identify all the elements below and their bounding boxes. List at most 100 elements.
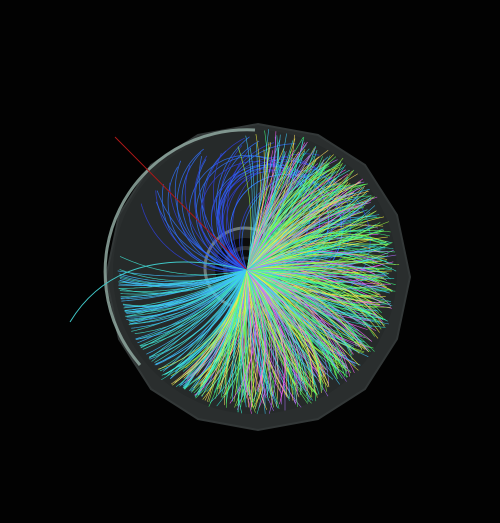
track xyxy=(246,173,334,271)
track xyxy=(124,269,248,313)
track xyxy=(246,202,364,271)
track xyxy=(155,190,248,271)
track xyxy=(246,269,382,326)
track xyxy=(131,269,248,332)
track xyxy=(246,269,351,377)
track xyxy=(169,269,248,380)
track xyxy=(246,269,385,289)
track xyxy=(246,191,348,271)
track xyxy=(246,269,273,397)
track xyxy=(246,269,272,392)
track xyxy=(246,163,318,271)
track xyxy=(246,196,372,271)
track xyxy=(246,269,375,352)
track xyxy=(128,269,248,322)
track xyxy=(162,269,248,372)
track xyxy=(246,269,324,384)
track xyxy=(246,143,258,271)
track xyxy=(169,182,248,271)
track xyxy=(246,196,375,271)
track xyxy=(246,269,343,379)
track xyxy=(246,269,336,365)
track xyxy=(246,187,341,271)
track xyxy=(246,202,371,271)
track xyxy=(246,262,400,271)
track xyxy=(213,152,248,271)
track xyxy=(246,269,396,292)
track xyxy=(246,269,266,415)
track xyxy=(246,269,255,408)
track xyxy=(246,268,377,290)
track xyxy=(119,256,248,276)
track xyxy=(149,269,248,359)
track xyxy=(246,195,373,271)
track xyxy=(131,269,248,329)
track xyxy=(246,269,381,297)
track xyxy=(246,269,274,408)
track xyxy=(246,210,358,271)
track xyxy=(198,156,248,271)
track xyxy=(246,150,273,271)
track xyxy=(119,269,248,287)
track xyxy=(246,269,356,364)
track xyxy=(246,269,285,401)
track xyxy=(235,269,248,393)
track xyxy=(136,269,248,340)
track xyxy=(246,269,306,384)
track xyxy=(122,269,248,307)
track xyxy=(148,269,248,359)
track xyxy=(129,269,248,325)
track xyxy=(246,269,311,401)
track xyxy=(206,269,249,392)
track xyxy=(246,236,388,271)
track xyxy=(218,269,248,395)
track xyxy=(246,139,304,271)
track xyxy=(246,269,272,393)
track xyxy=(246,269,313,387)
track xyxy=(246,139,281,271)
track xyxy=(125,269,248,313)
track xyxy=(246,269,329,388)
track xyxy=(125,269,248,313)
track xyxy=(201,150,248,271)
track xyxy=(226,147,252,271)
track xyxy=(245,135,253,271)
track xyxy=(225,161,352,271)
track xyxy=(155,201,248,271)
track xyxy=(221,142,275,271)
track xyxy=(148,269,248,358)
track xyxy=(135,269,248,340)
track xyxy=(246,269,306,384)
track xyxy=(246,269,373,303)
track xyxy=(246,269,380,276)
track xyxy=(246,269,361,344)
track xyxy=(246,169,346,271)
track xyxy=(193,155,248,271)
track xyxy=(118,269,248,286)
track xyxy=(245,269,267,410)
track xyxy=(128,269,248,321)
track xyxy=(140,203,248,273)
track xyxy=(246,193,368,271)
track xyxy=(246,188,358,271)
track xyxy=(246,164,346,271)
track xyxy=(203,137,248,271)
track xyxy=(246,245,394,271)
track xyxy=(121,269,248,302)
track xyxy=(142,269,248,350)
track xyxy=(246,269,318,396)
track xyxy=(246,164,342,271)
red-track xyxy=(114,136,248,271)
track xyxy=(246,251,378,271)
track xyxy=(246,210,377,271)
track xyxy=(246,247,391,271)
track xyxy=(246,251,388,271)
track xyxy=(246,269,252,408)
track xyxy=(247,267,393,271)
track xyxy=(118,269,248,289)
track xyxy=(246,142,305,271)
track xyxy=(226,269,248,408)
track xyxy=(124,269,248,312)
